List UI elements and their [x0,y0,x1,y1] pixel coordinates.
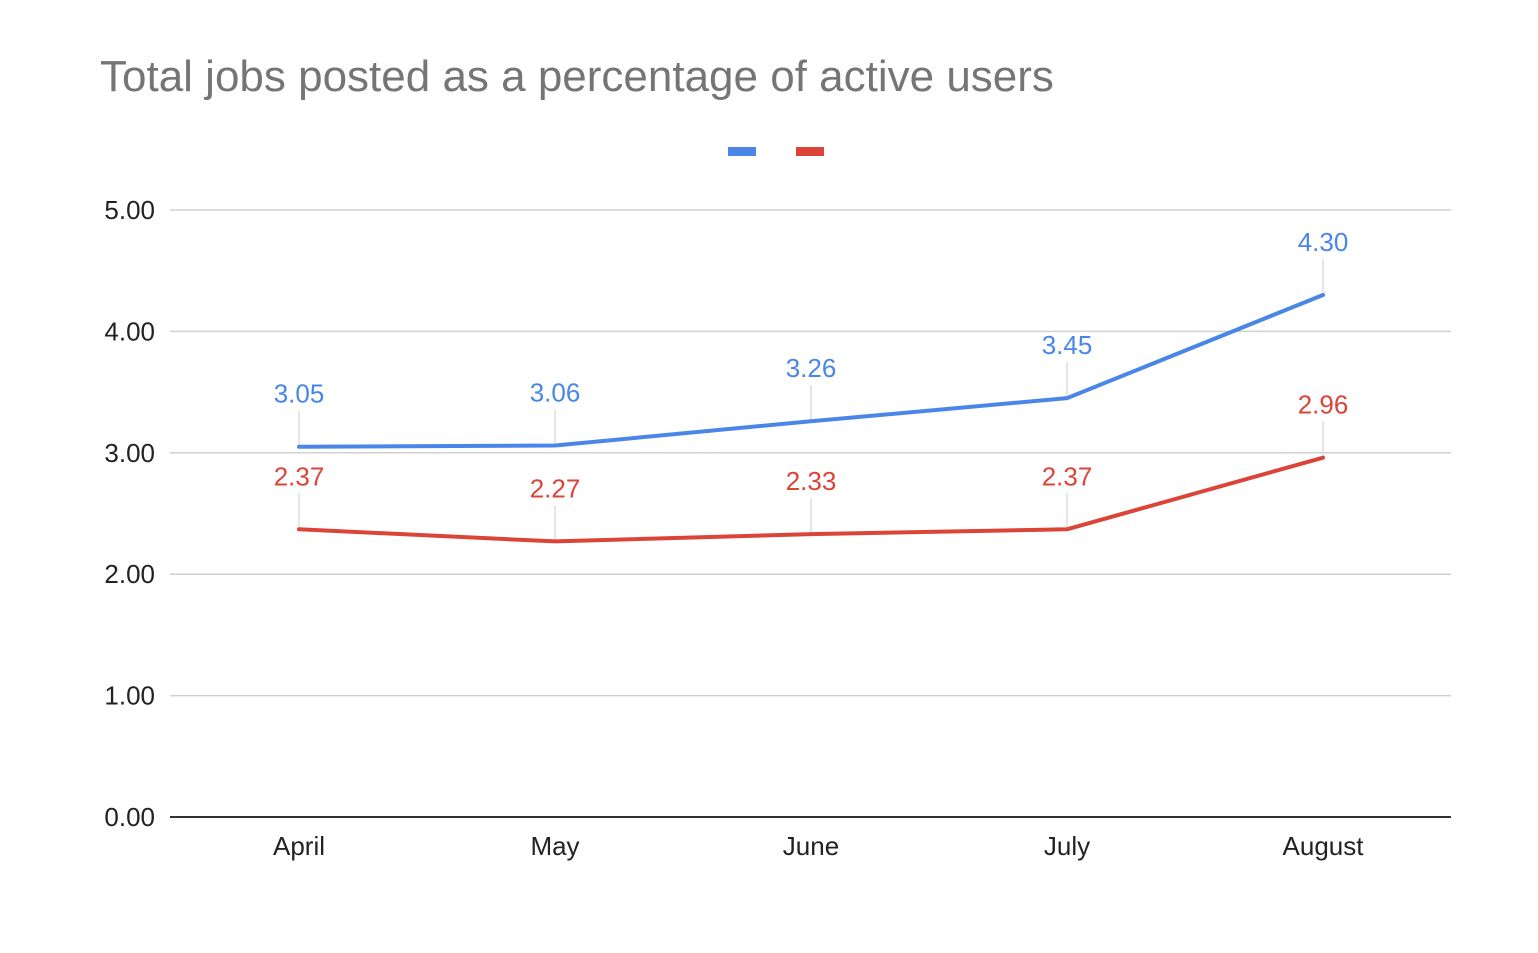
data-label: 2.27 [530,473,581,503]
y-tick-label: 4.00 [104,316,155,346]
chart-title: Total jobs posted as a percentage of act… [100,52,1054,101]
data-label-leaders [298,258,1324,540]
data-label: 3.06 [530,378,581,408]
legend [728,147,824,156]
data-label: 3.45 [1042,330,1093,360]
grid-lines [170,209,1451,818]
data-label: 2.33 [786,466,837,496]
x-axis-ticks: April May June July August [273,831,1364,861]
x-tick-label: May [530,831,579,861]
y-tick-label: 2.00 [104,559,155,589]
data-label: 4.30 [1298,227,1349,257]
data-label: 2.37 [1042,461,1093,491]
y-tick-label: 1.00 [104,681,155,711]
series-line-1 [297,292,1325,449]
x-tick-label: April [273,831,325,861]
y-tick-label: 0.00 [104,802,155,832]
data-label: 2.37 [274,461,325,491]
y-tick-label: 3.00 [104,438,155,468]
data-labels: 3.05 3.06 3.26 3.45 4.30 2.37 2.27 2.33 2.37 2.96 [274,227,1349,503]
data-label: 3.05 [274,379,325,409]
legend-swatch-2 [796,147,824,156]
x-tick-label: June [783,831,839,861]
series-lines [297,292,1325,544]
x-tick-label: July [1044,831,1090,861]
x-tick-label: August [1283,831,1365,861]
y-axis-ticks: 0.00 1.00 2.00 3.00 4.00 5.00 [104,195,155,832]
data-label: 2.96 [1298,390,1349,420]
legend-swatch-1 [728,147,756,156]
data-label: 3.26 [786,353,837,383]
series-line-2 [297,455,1325,544]
y-tick-label: 5.00 [104,195,155,225]
